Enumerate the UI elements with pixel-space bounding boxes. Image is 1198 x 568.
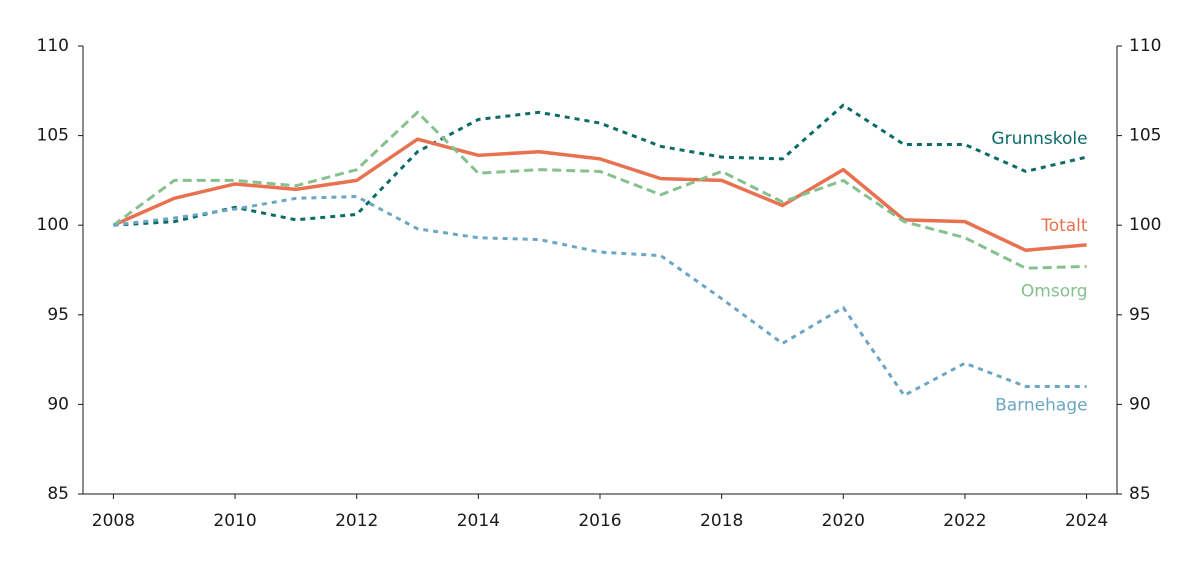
- x-tick-label: 2008: [92, 511, 135, 531]
- x-tick-label: 2024: [1065, 511, 1108, 531]
- y-tick-label: 95: [47, 305, 69, 325]
- y-tick-label: 100: [37, 215, 69, 235]
- series-label: Omsorg: [1021, 281, 1088, 301]
- x-tick-label: 2022: [943, 511, 986, 531]
- x-tick-label: 2018: [700, 511, 743, 531]
- x-tick-label: 2016: [578, 511, 621, 531]
- series-label: Totalt: [1040, 216, 1088, 236]
- y2-tick-label: 95: [1129, 305, 1151, 325]
- series-line: [112, 110, 1087, 270]
- series-line: [113, 103, 1087, 227]
- y2-tick-label: 90: [1129, 394, 1151, 414]
- y-tick-label: 105: [37, 126, 69, 146]
- series-label: Grunnskole: [991, 129, 1087, 149]
- x-tick-label: 2010: [213, 511, 256, 531]
- series-line: [113, 195, 1087, 397]
- y2-tick-label: 105: [1129, 126, 1161, 146]
- y2-tick-label: 100: [1129, 215, 1161, 235]
- y-tick-label: 90: [47, 394, 69, 414]
- y2-tick-label: 110: [1129, 36, 1161, 56]
- series-line: [112, 137, 1087, 253]
- series-label: Barnehage: [995, 395, 1087, 415]
- y2-tick-label: 85: [1129, 484, 1151, 504]
- y-tick-label: 110: [37, 36, 69, 56]
- y-tick-label: 85: [47, 484, 69, 504]
- x-tick-label: 2014: [457, 511, 500, 531]
- x-tick-label: 2020: [822, 511, 865, 531]
- x-tick-label: 2012: [335, 511, 378, 531]
